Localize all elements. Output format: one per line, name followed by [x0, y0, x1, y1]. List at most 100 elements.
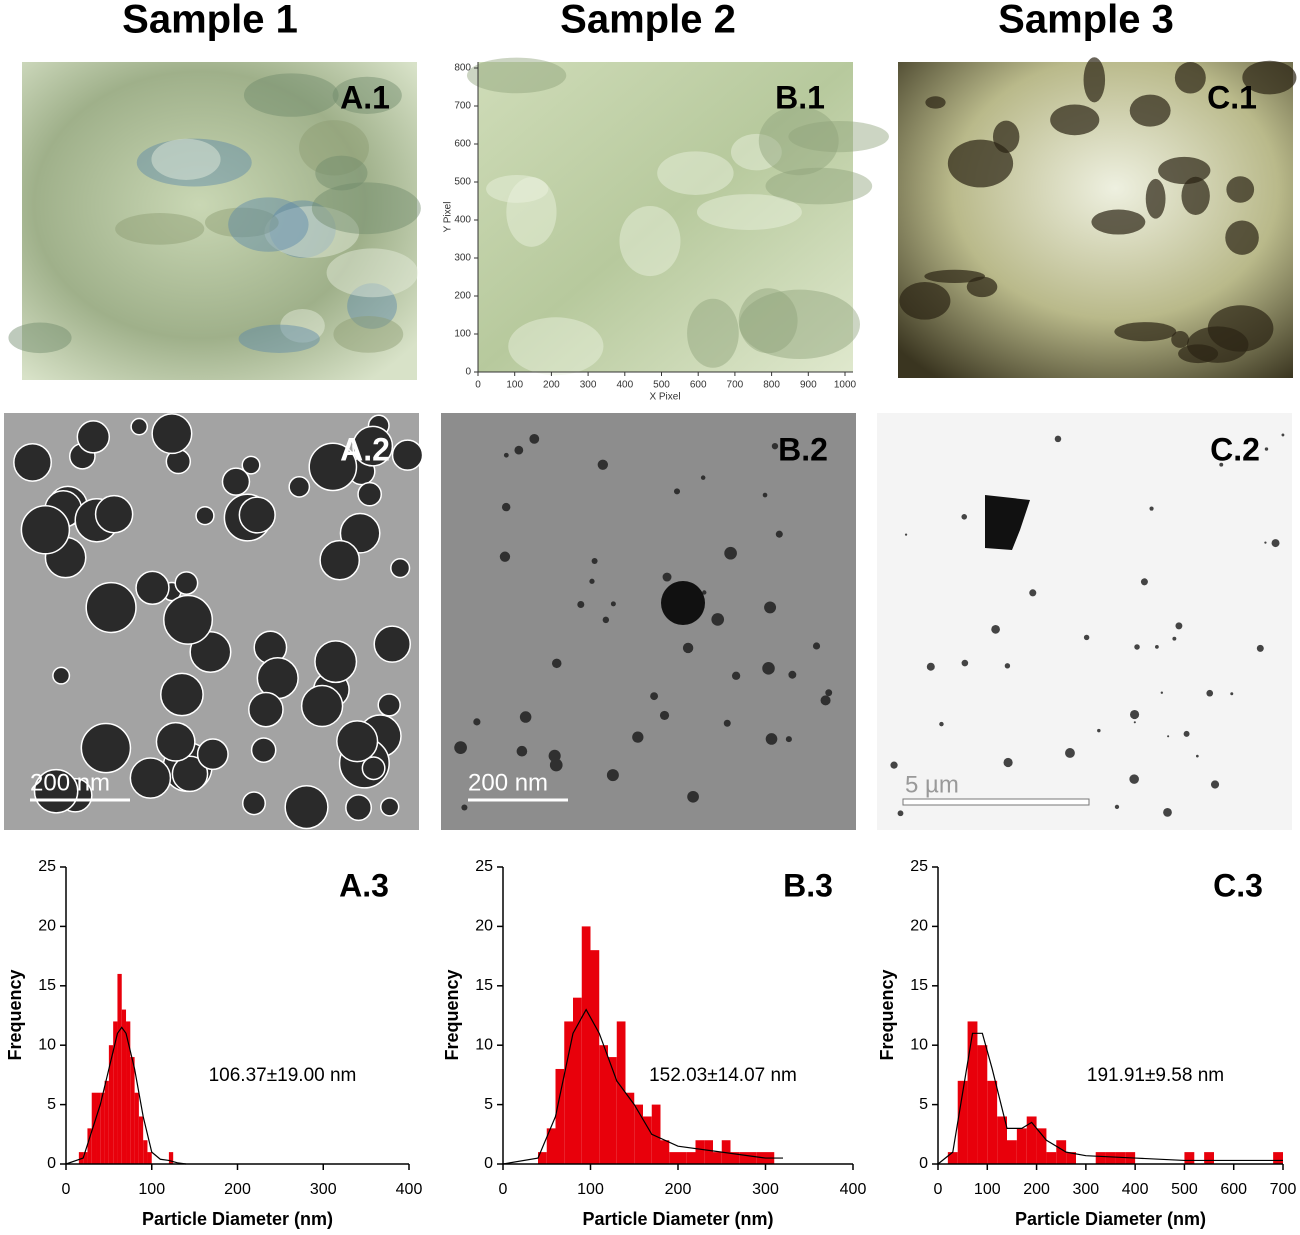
texture-blob — [347, 283, 397, 329]
bar — [100, 1092, 105, 1164]
particle — [673, 488, 681, 495]
particle — [1114, 804, 1120, 810]
particle — [890, 761, 898, 769]
scale-bar-label: 200 nm — [468, 769, 548, 796]
texture-blob — [466, 57, 567, 94]
particle — [529, 433, 540, 444]
particle — [352, 425, 394, 467]
column-title: Sample 2 — [560, 0, 736, 42]
texture-blob — [1186, 326, 1249, 363]
particle — [775, 530, 783, 538]
y-tick-label: 700 — [454, 101, 471, 112]
particle — [345, 794, 373, 822]
x-axis-label: Particle Diameter (nm) — [1015, 1209, 1206, 1229]
particle — [961, 514, 968, 520]
texture-blob — [204, 207, 279, 238]
y-tick-label: 25 — [910, 858, 928, 875]
y-tick-label: 20 — [475, 918, 493, 935]
bar — [967, 1021, 978, 1164]
texture-blob — [299, 120, 370, 176]
particle — [195, 506, 215, 526]
bar — [87, 1128, 92, 1164]
bar — [83, 1152, 88, 1164]
particle — [357, 481, 383, 507]
particle — [991, 625, 1000, 634]
x-tick-label: 900 — [800, 380, 817, 391]
optical-image — [22, 62, 417, 380]
particle — [1155, 644, 1159, 649]
bar — [1066, 1152, 1076, 1164]
texture-blob — [326, 248, 419, 298]
x-tick-label: 400 — [616, 380, 633, 391]
particle — [1264, 541, 1267, 544]
texture-blob — [739, 289, 861, 360]
y-tick-label: 25 — [38, 858, 56, 875]
particle — [33, 768, 79, 814]
panel-label: B.2 — [778, 431, 828, 467]
particle — [1281, 433, 1285, 437]
texture-blob — [264, 206, 360, 258]
annotation: 152.03±14.07 nm — [649, 1065, 797, 1086]
panel-label: A.3 — [339, 867, 389, 903]
particle — [1219, 462, 1224, 467]
particle — [1271, 539, 1280, 548]
x-tick-label: 700 — [727, 380, 744, 391]
texture-blob — [136, 138, 252, 187]
texture-blob — [738, 288, 798, 354]
fit-curve — [65, 1026, 187, 1165]
annotation: 106.37±19.00 nm — [209, 1065, 357, 1086]
texture-blob — [899, 281, 951, 320]
bar — [573, 997, 582, 1164]
particle — [314, 640, 358, 684]
texture-blob — [1129, 94, 1171, 127]
particle — [300, 684, 344, 728]
texture-blob — [1225, 220, 1259, 255]
particle — [632, 731, 644, 743]
bar — [1204, 1152, 1214, 1164]
x-axis-label: X Pixel — [649, 392, 680, 403]
bar — [130, 1057, 135, 1164]
particle — [662, 572, 672, 582]
x-tick-label: 400 — [396, 1181, 423, 1198]
y-tick-label: 20 — [910, 918, 928, 935]
x-tick-label: 200 — [224, 1181, 251, 1198]
scale-bar — [902, 798, 1090, 806]
texture-blob — [8, 322, 72, 354]
texture-blob — [508, 317, 604, 376]
particle — [591, 557, 598, 564]
particle — [373, 625, 411, 663]
particle — [597, 459, 608, 470]
bar — [108, 1045, 114, 1164]
bar — [686, 1152, 696, 1164]
x-tick-label: 300 — [310, 1181, 337, 1198]
y-tick-label: 10 — [475, 1036, 493, 1053]
bar — [1016, 1128, 1027, 1164]
image-texture — [8, 57, 1297, 376]
y-tick-label: 0 — [484, 1155, 493, 1172]
texture-blob — [657, 151, 734, 195]
y-axis-label: Frequency — [5, 969, 25, 1060]
y-tick-label: 400 — [454, 215, 471, 226]
x-tick-label: 0 — [475, 380, 481, 391]
texture-blob — [315, 155, 368, 191]
particle — [238, 496, 276, 534]
texture-blob — [238, 324, 320, 353]
x-tick-label: 600 — [690, 380, 707, 391]
bar — [555, 1068, 565, 1164]
particle — [85, 581, 137, 634]
particle — [503, 452, 509, 458]
particle — [788, 670, 797, 679]
bar — [121, 1009, 127, 1164]
bar — [957, 1080, 968, 1164]
particle — [1065, 748, 1075, 758]
particle — [250, 737, 277, 763]
particle — [288, 475, 311, 498]
particle — [391, 439, 424, 471]
particle — [771, 443, 779, 450]
texture-blob — [228, 197, 309, 252]
particle — [610, 601, 616, 607]
texture-blob — [269, 200, 336, 258]
particle — [461, 804, 468, 811]
bar — [1026, 1116, 1037, 1164]
